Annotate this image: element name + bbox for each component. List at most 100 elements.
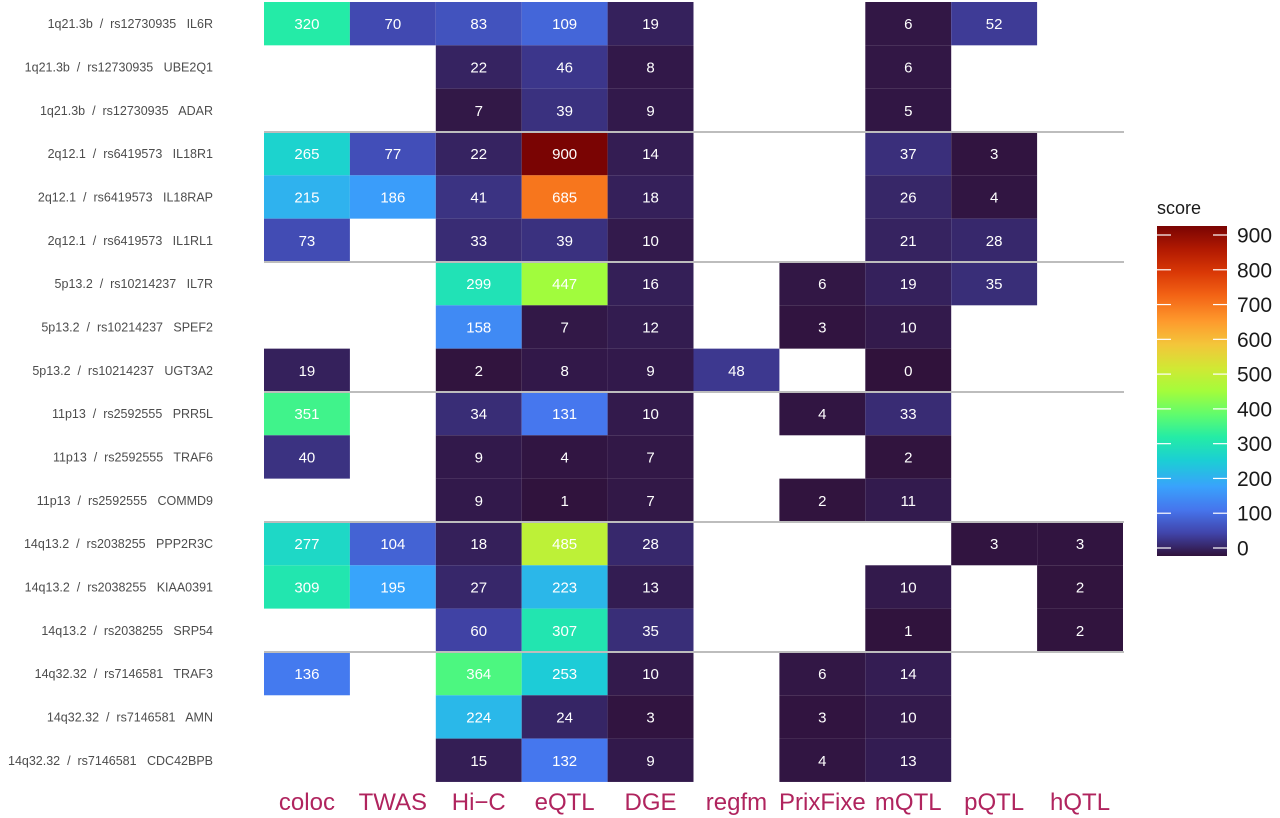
heatmap-cell xyxy=(521,695,608,739)
heatmap-cell xyxy=(865,435,952,479)
heatmap-cell xyxy=(435,651,522,696)
heatmap-cell xyxy=(349,521,436,566)
cell-value-label: 19 xyxy=(642,16,659,33)
heatmap-cell xyxy=(865,175,952,219)
heatmap-cell xyxy=(521,565,608,609)
column-label: mQTL xyxy=(875,789,942,816)
heatmap-cell xyxy=(1037,608,1123,652)
heatmap-cell xyxy=(779,651,866,696)
heatmap-cell xyxy=(865,478,952,522)
heatmap-cell xyxy=(607,521,694,566)
cell-value-label: 35 xyxy=(986,276,1003,293)
cell-value-label: 70 xyxy=(385,16,402,33)
heatmap-cell xyxy=(435,45,522,89)
cell-value-label: 77 xyxy=(385,146,402,163)
heatmap-cell xyxy=(607,565,694,609)
heatmap-cell xyxy=(521,651,608,696)
heatmap-cell xyxy=(607,608,694,652)
heatmap-cell xyxy=(607,651,694,696)
cell-value-label: 7 xyxy=(646,493,654,510)
row-label: 14q13.2 / rs2038255 SRP54 xyxy=(41,624,213,638)
group-separators xyxy=(264,130,1124,653)
heatmap-cell xyxy=(865,651,952,696)
heatmap-cell xyxy=(521,738,608,782)
heatmap-cell xyxy=(521,131,608,176)
cell-value-label: 41 xyxy=(470,189,487,206)
heatmap-cell xyxy=(865,218,952,262)
cell-value-label: 685 xyxy=(552,189,577,206)
cell-value-label: 8 xyxy=(646,60,654,77)
heatmap-cell xyxy=(865,348,952,392)
cell-value-label: 10 xyxy=(642,406,659,423)
heatmap-cell xyxy=(264,565,350,609)
heatmap-cell xyxy=(951,131,1038,176)
heatmap-cell xyxy=(435,218,522,262)
heatmap-cell xyxy=(865,88,952,132)
heatmap-cell xyxy=(607,45,694,89)
cell-value-label: 9 xyxy=(646,103,654,120)
cell-value-label: 5 xyxy=(904,103,912,120)
cell-value-label: 2 xyxy=(818,493,826,510)
column-label: TWAS xyxy=(359,789,427,816)
heatmap-cell xyxy=(435,261,522,306)
heatmap-cell xyxy=(607,305,694,349)
cell-value-label: 3 xyxy=(646,709,654,726)
cell-value-label: 13 xyxy=(642,579,659,596)
row-label: 2q12.1 / rs6419573 IL18RAP xyxy=(38,190,213,204)
heatmap-cell xyxy=(349,565,436,609)
heatmap-cell xyxy=(951,175,1038,219)
heatmap-cell xyxy=(435,435,522,479)
cell-value-label: 4 xyxy=(990,189,998,206)
cell-value-label: 6 xyxy=(904,16,912,33)
heatmap-cell xyxy=(865,45,952,89)
cell-value-label: 9 xyxy=(646,363,654,380)
cell-value-label: 485 xyxy=(552,536,577,553)
heatmap-cell xyxy=(779,478,866,522)
cell-value-label: 223 xyxy=(552,579,577,596)
heatmap-cell xyxy=(264,521,350,566)
heatmap-cell xyxy=(521,305,608,349)
column-label: eQTL xyxy=(535,789,595,816)
heatmap-cell xyxy=(435,348,522,392)
cell-value-label: 265 xyxy=(294,146,319,163)
heatmap-cell xyxy=(264,651,350,696)
heatmap-cell xyxy=(435,131,522,176)
row-label: 14q32.32 / rs7146581 CDC42BPB xyxy=(8,754,213,768)
heatmap-cell xyxy=(607,391,694,436)
cell-value-label: 10 xyxy=(900,579,917,596)
cell-value-label: 21 xyxy=(900,233,917,250)
cell-value-label: 309 xyxy=(294,579,319,596)
heatmap-cell xyxy=(865,131,952,176)
cell-value-label: 14 xyxy=(642,146,659,163)
cell-value-label: 9 xyxy=(646,753,654,770)
heatmap-cell xyxy=(435,305,522,349)
heatmap-cell xyxy=(264,348,350,392)
column-label: Hi−C xyxy=(452,789,506,816)
heatmap-cell xyxy=(779,261,866,306)
heatmap-cell xyxy=(607,261,694,306)
heatmap-cell xyxy=(264,391,350,436)
heatmap-cell xyxy=(779,391,866,436)
cell-value-label: 3 xyxy=(990,536,998,553)
heatmap-cell xyxy=(521,261,608,306)
cell-value-label: 307 xyxy=(552,623,577,640)
column-label: hQTL xyxy=(1050,789,1110,816)
row-labels: 1q21.3b / rs12730935 IL6R 1q21.3b / rs127… xyxy=(8,17,213,768)
cell-value-label: 900 xyxy=(552,146,577,163)
cell-value-label: 7 xyxy=(560,319,568,336)
cell-value-label: 253 xyxy=(552,666,577,683)
cell-value-label: 104 xyxy=(380,536,405,553)
cell-value-label: 27 xyxy=(470,579,487,596)
row-label: 2q12.1 / rs6419573 IL1RL1 xyxy=(48,234,213,248)
legend-colorbar xyxy=(1157,226,1227,556)
heatmap-cell xyxy=(521,218,608,262)
cell-value-label: 2 xyxy=(904,449,912,466)
legend-tick-label: 300 xyxy=(1237,433,1272,456)
row-label: 5p13.2 / rs10214237 IL7R xyxy=(55,277,213,291)
cell-value-label: 10 xyxy=(900,319,917,336)
cell-value-label: 1 xyxy=(904,623,912,640)
legend-tick-label: 500 xyxy=(1237,364,1272,387)
heatmap-cell xyxy=(521,521,608,566)
cell-value-label: 224 xyxy=(466,709,491,726)
